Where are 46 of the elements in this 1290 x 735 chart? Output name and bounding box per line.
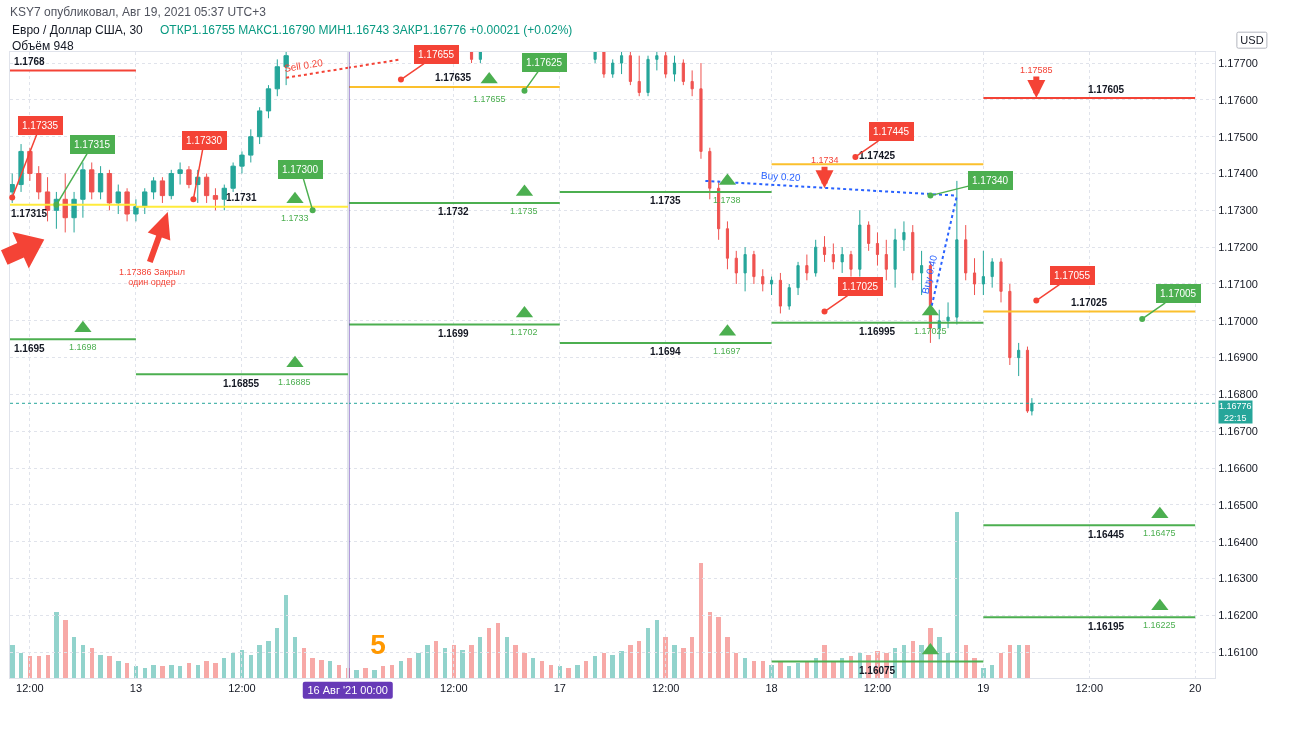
y-tick-label: 1.16600: [1217, 461, 1258, 474]
data-label: 1.16475: [1142, 528, 1176, 538]
annotation: 1.16075: [858, 665, 896, 676]
annotation: 1.17025: [1070, 297, 1108, 308]
y-tick-label: 1.17700: [1217, 56, 1258, 69]
x-tick-label: 12:00: [1075, 682, 1103, 695]
x-tick-label: 19: [976, 682, 990, 695]
annotation: 1.17005: [1159, 288, 1197, 299]
annotation: 1.17425: [858, 150, 896, 161]
y-tick-label: 1.16100: [1217, 646, 1258, 659]
y-tick-label: 1.17500: [1217, 130, 1258, 143]
annotation: 1.17055: [1053, 270, 1091, 281]
y-tick-label: 1.17100: [1217, 277, 1258, 290]
ref-line-label: 1.16776 22:15: [1218, 401, 1252, 423]
y-tick-label: 1.17300: [1217, 204, 1258, 217]
annotation: 1.17605: [1087, 84, 1125, 95]
y-tick-label: 1.16700: [1217, 425, 1258, 438]
x-tick-label: 12:00: [863, 682, 891, 695]
annotation: 1.16995: [858, 326, 896, 337]
annotation: 1.16195: [1087, 621, 1125, 632]
text: Buy 0.40: [919, 253, 939, 296]
annotation: 1.16445: [1087, 529, 1125, 540]
x-tick-label: 20: [1188, 682, 1201, 695]
y-tick-label: 1.17000: [1217, 314, 1258, 327]
data-label: 1.16225: [1142, 620, 1176, 630]
data-label: 1.1697: [712, 346, 741, 356]
annotation: 1.17340: [971, 175, 1009, 186]
x-tick-label: 18: [765, 682, 778, 695]
y-tick-label: 1.16400: [1217, 535, 1258, 548]
x-tick-label: 12:00: [651, 682, 680, 695]
annotation: 1.17445: [872, 126, 910, 137]
annotation: 1.1735: [649, 195, 681, 206]
y-tick-label: 1.16500: [1217, 498, 1258, 511]
y-tick-label: 1.17400: [1217, 167, 1258, 180]
series-label: Buy 0.20: [760, 169, 801, 184]
y-tick-label: 1.16300: [1217, 572, 1258, 585]
y-tick-label: 1.16800: [1217, 388, 1258, 401]
text: USD: [1236, 31, 1268, 49]
y-tick-label: 1.17600: [1217, 93, 1258, 106]
annotation: 1.17585: [1019, 65, 1053, 75]
y-tick-label: 1.16900: [1217, 351, 1258, 364]
y-tick-label: 1.16200: [1217, 609, 1258, 622]
y-tick-label: 1.17200: [1217, 241, 1258, 254]
annotation: 1.1734: [810, 155, 839, 165]
annotation: 1.1694: [649, 346, 681, 357]
annotation: 1.17025: [841, 281, 879, 292]
